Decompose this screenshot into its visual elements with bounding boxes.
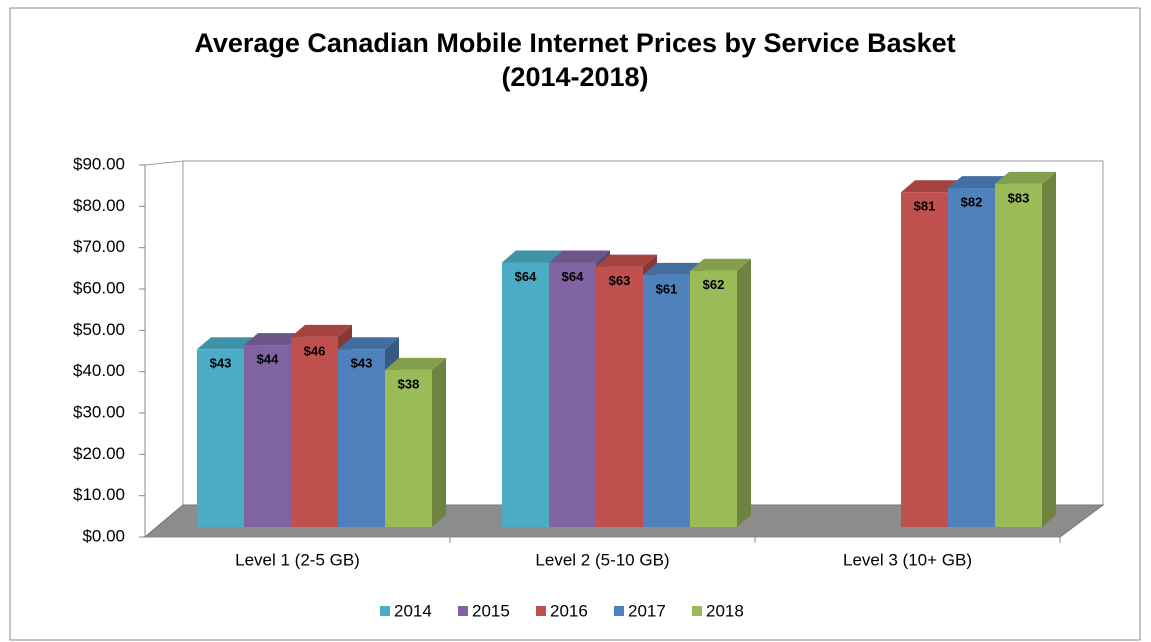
bar-top: [596, 254, 657, 267]
bar: [244, 345, 291, 527]
y-tick-label: $70.00: [73, 237, 125, 256]
y-tick-label: $20.00: [73, 444, 125, 463]
legend-swatch: [692, 606, 702, 616]
y-tick-label: $30.00: [73, 402, 125, 421]
value-label: $61: [656, 281, 678, 296]
bar-top: [901, 180, 962, 193]
bar-side: [1042, 171, 1056, 527]
x-tick-label: Level 1 (2-5 GB): [235, 550, 360, 569]
value-label: $43: [351, 356, 373, 371]
legend-label: 2015: [472, 601, 510, 620]
x-tick-label: Level 2 (5-10 GB): [535, 550, 669, 569]
value-label: $63: [609, 273, 631, 288]
bar-top: [690, 258, 751, 271]
value-label: $43: [210, 356, 232, 371]
value-label: $83: [1008, 190, 1030, 205]
bar: [385, 369, 432, 527]
y-tick-label: $60.00: [73, 278, 125, 297]
legend-label: 2016: [550, 601, 588, 620]
value-label: $38: [398, 376, 420, 391]
legend-label: 2018: [706, 601, 744, 620]
bar-top: [549, 250, 610, 263]
bar-top: [643, 262, 704, 275]
legend-swatch: [614, 606, 624, 616]
legend-label: 2017: [628, 601, 666, 620]
bar: [197, 349, 244, 527]
bar: [596, 266, 643, 527]
y-tick-label: $10.00: [73, 485, 125, 504]
y-tick-label: $80.00: [73, 196, 125, 215]
bar-top: [995, 171, 1056, 184]
y-tick-label: $50.00: [73, 320, 125, 339]
value-label: $81: [914, 199, 936, 214]
bar: [291, 336, 338, 527]
value-label: $46: [304, 343, 326, 358]
y-tick-label: $90.00: [73, 154, 125, 173]
bar-top: [502, 250, 563, 263]
bar: [995, 183, 1042, 527]
bar-top: [948, 176, 1009, 189]
bar-top: [291, 324, 352, 337]
bar: [502, 262, 549, 527]
y-tick-label: $40.00: [73, 361, 125, 380]
bar-top: [385, 357, 446, 370]
bar-top: [338, 337, 399, 350]
bar-top: [197, 337, 258, 350]
chart-title: Average Canadian Mobile Internet Prices …: [194, 28, 956, 92]
value-label: $64: [562, 269, 584, 284]
bar: [338, 349, 385, 527]
bar: [643, 274, 690, 527]
chart-border: [9, 7, 1141, 641]
bar: [690, 270, 737, 527]
side-wall: [144, 160, 184, 539]
value-label: $44: [257, 352, 279, 367]
x-tick-label: Level 3 (10+ GB): [843, 550, 972, 569]
legend-label: 2014: [394, 601, 432, 620]
legend-swatch: [458, 606, 468, 616]
y-tick-label: $0.00: [82, 526, 125, 545]
value-label: $62: [703, 277, 725, 292]
bar: [549, 262, 596, 527]
bar-top: [244, 333, 305, 346]
bar: [948, 188, 995, 528]
bar-side: [737, 258, 751, 527]
value-label: $64: [515, 269, 537, 284]
bar-side: [432, 357, 446, 527]
legend-swatch: [536, 606, 546, 616]
legend-swatch: [380, 606, 390, 616]
value-label: $82: [961, 195, 983, 210]
bar: [901, 192, 948, 527]
